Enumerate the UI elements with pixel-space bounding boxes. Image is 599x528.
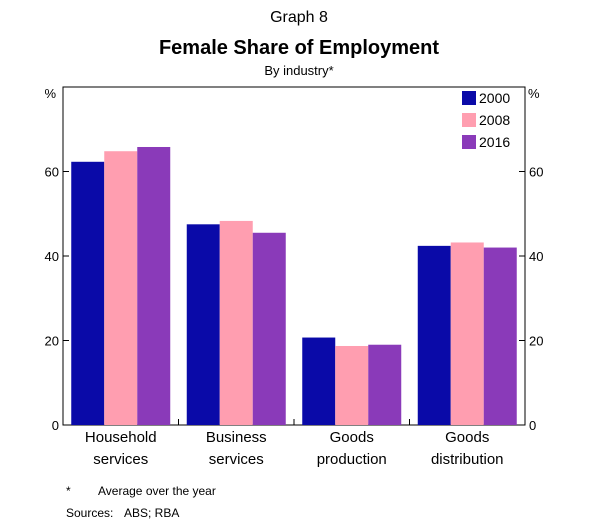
- bar-2008-goods-production: [335, 345, 369, 425]
- y-tick-label-right: 40: [529, 249, 543, 264]
- y-axis-left-unit: %: [44, 86, 56, 101]
- footnote-text: Average over the year: [98, 484, 216, 498]
- x-tick-label: Business: [206, 429, 267, 446]
- x-tick-label: production: [317, 451, 387, 468]
- legend-label-2008: 2008: [479, 112, 510, 128]
- y-tick-label-left: 60: [45, 165, 59, 180]
- bar-2008-household-services: [104, 151, 138, 425]
- graph-label: Graph 8: [270, 9, 328, 26]
- bar-2000-business-services: [186, 224, 220, 425]
- bar-2016-business-services: [252, 232, 286, 425]
- legend-swatch-2016: [462, 135, 476, 149]
- y-axis-right-unit: %: [528, 86, 540, 101]
- chart-title: Female Share of Employment: [159, 37, 439, 59]
- bar-2016-goods-production: [368, 344, 402, 425]
- bar-2008-business-services: [219, 220, 253, 425]
- legend: 2000 2008 2016: [462, 90, 510, 150]
- x-tick-label: services: [209, 451, 264, 468]
- legend-label-2000: 2000: [479, 90, 510, 106]
- bar-2000-goods-distribution: [417, 245, 451, 425]
- legend-label-2016: 2016: [479, 134, 510, 150]
- bar-2016-household-services: [137, 146, 171, 425]
- bar-2016-goods-distribution: [483, 247, 517, 425]
- y-tick-label-left: 40: [45, 249, 59, 264]
- bars-group: [71, 146, 517, 425]
- x-tick-label: Goods: [330, 429, 374, 446]
- footnote-marker: *: [66, 484, 71, 498]
- y-tick-label-right: 20: [529, 334, 543, 349]
- axis-ticks: 0 0 20 20 40 40 60 60: [45, 165, 544, 434]
- legend-swatch-2008: [462, 113, 476, 127]
- x-tick-label: distribution: [431, 451, 504, 468]
- sources-label: Sources:: [66, 506, 113, 520]
- bar-2000-goods-production: [302, 337, 336, 425]
- y-tick-label-left: 20: [45, 334, 59, 349]
- chart-subtitle: By industry*: [264, 63, 333, 78]
- y-tick-label-right: 60: [529, 165, 543, 180]
- x-axis-labels: Household services Business services Goods pr…: [85, 429, 504, 468]
- bar-2008-goods-distribution: [450, 242, 484, 425]
- legend-swatch-2000: [462, 91, 476, 105]
- y-tick-label-right: 0: [529, 418, 536, 433]
- y-tick-label-left: 0: [52, 418, 59, 433]
- x-tick-label: Goods: [445, 429, 489, 446]
- x-tick-label: services: [93, 451, 148, 468]
- x-tick-label: Household: [85, 429, 157, 446]
- sources-text: ABS; RBA: [124, 506, 179, 520]
- bar-2000-household-services: [71, 161, 105, 425]
